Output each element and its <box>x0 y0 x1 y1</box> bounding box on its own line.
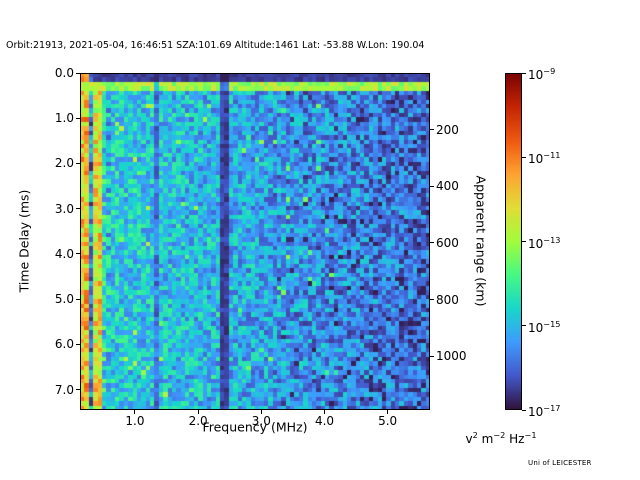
y-tick-mark <box>76 389 80 391</box>
y-tick-mark <box>76 298 80 300</box>
x-tick-mark <box>323 410 325 414</box>
spectrogram-heatmap <box>80 73 430 410</box>
right-tick-mark <box>430 355 434 357</box>
y-tick-label: 6.0 <box>54 337 74 352</box>
colorbar-tick-label: 10−9 <box>528 66 556 82</box>
right-tick-mark <box>430 299 434 301</box>
x-axis-label: Frequency (MHz) <box>202 419 308 435</box>
x-tick-label: 2.0 <box>188 414 208 428</box>
x-tick-mark <box>260 410 262 414</box>
colorbar-tick-mark <box>522 409 526 411</box>
x-tick-mark <box>134 410 136 414</box>
y-tick-mark <box>76 343 80 345</box>
y-tick-mark <box>76 117 80 119</box>
right-tick-label: 600 <box>436 235 459 250</box>
credit-text: Uni of LEICESTER <box>528 459 592 467</box>
y-tick-label: 7.0 <box>54 382 74 397</box>
colorbar-tick-mark <box>522 241 526 242</box>
y-tick-label: 4.0 <box>54 246 74 261</box>
y-tick-label: 2.0 <box>54 156 74 171</box>
right-tick-label: 200 <box>436 122 459 137</box>
colorbar-tick-label: 10−13 <box>528 234 561 251</box>
colorbar-tick-label: 10−17 <box>528 403 561 419</box>
y-tick-mark <box>76 72 80 74</box>
right-tick-label: 1000 <box>436 349 467 364</box>
y-axis-label-right: Apparent range (km) <box>473 175 489 307</box>
y-tick-label: 3.0 <box>54 201 74 216</box>
x-tick-label: 3.0 <box>251 414 271 428</box>
x-tick-label: 1.0 <box>125 414 145 428</box>
x-tick-label: 5.0 <box>378 414 398 428</box>
right-tick-mark <box>430 185 434 187</box>
y-tick-mark <box>76 162 80 164</box>
right-tick-label: 800 <box>436 292 459 307</box>
y-tick-label: 5.0 <box>54 292 74 307</box>
y-tick-label: 0.0 <box>54 66 74 80</box>
x-tick-mark <box>197 410 199 414</box>
colorbar-tick-mark <box>522 72 526 74</box>
x-tick-mark <box>387 410 389 414</box>
y-tick-mark <box>76 253 80 255</box>
y-tick-mark <box>76 208 80 210</box>
y-tick-label: 1.0 <box>54 111 74 126</box>
x-tick-label: 4.0 <box>314 414 335 428</box>
colorbar-tick-label: 10−15 <box>528 318 561 335</box>
right-tick-mark <box>430 129 434 131</box>
colorbar-tick-mark <box>522 325 526 327</box>
colorbar-tick-label: 10−11 <box>528 150 561 167</box>
right-tick-mark <box>430 242 434 244</box>
plot-title: Orbit:21913, 2021-05-04, 16:46:51 SZA:10… <box>6 40 425 51</box>
colorbar-gradient <box>505 73 522 410</box>
colorbar-unit-label: v2 m−2 Hz−1 <box>465 430 537 446</box>
right-tick-label: 400 <box>436 179 459 194</box>
colorbar-tick-mark <box>522 156 526 158</box>
